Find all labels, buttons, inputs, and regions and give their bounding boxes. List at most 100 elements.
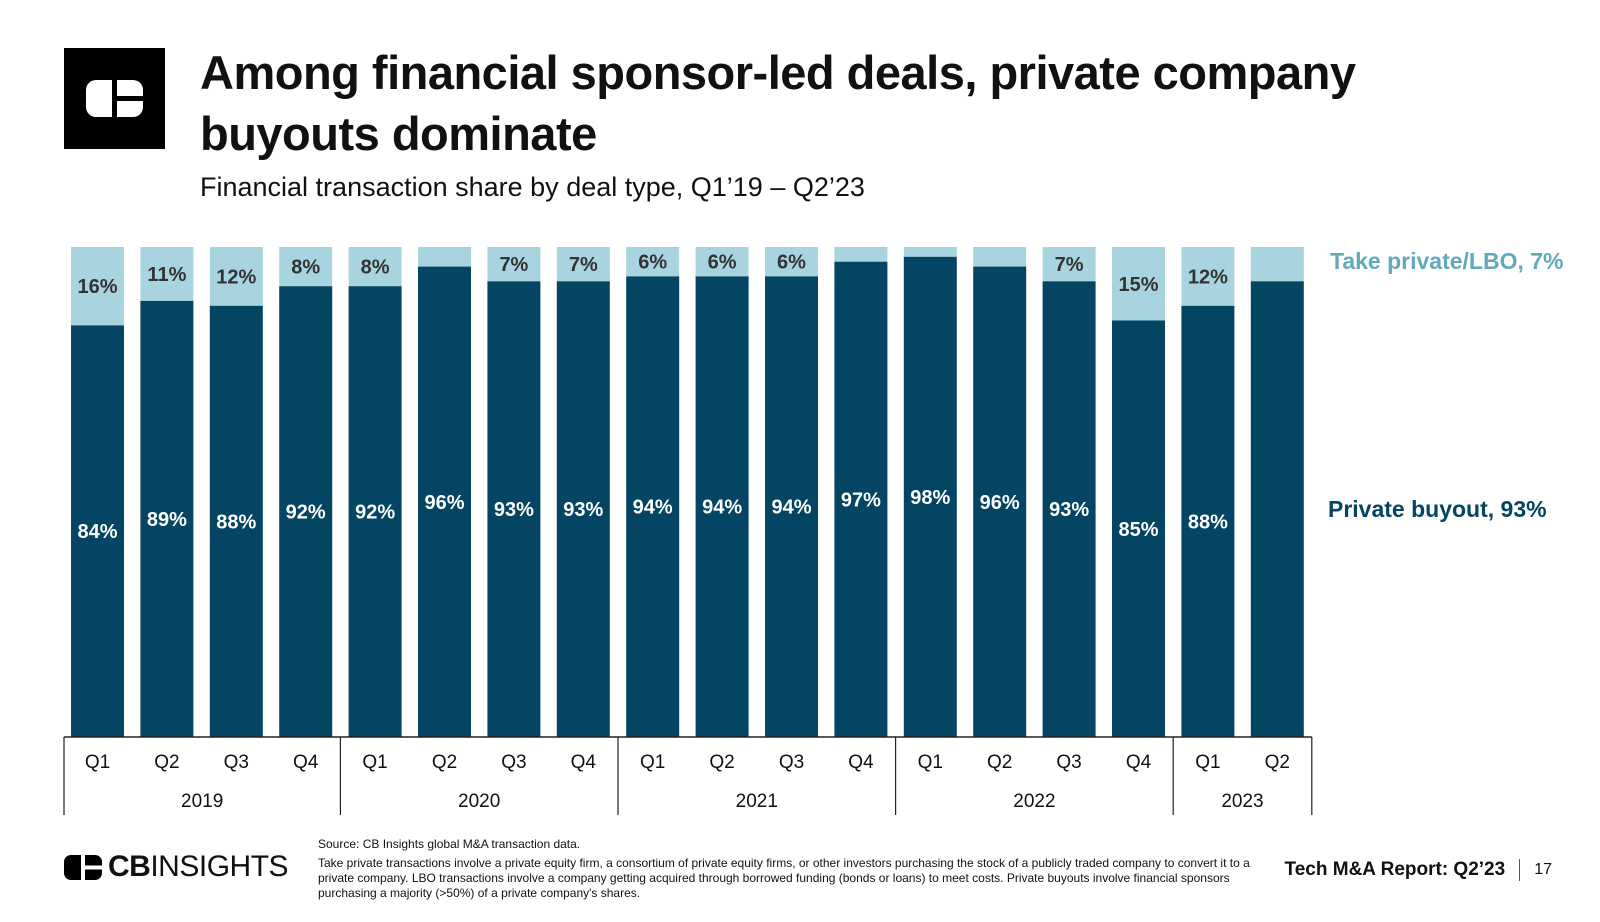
data-label-private-buyout: 92% xyxy=(286,502,326,524)
x-tick-label: Q1 xyxy=(640,752,665,773)
bar-take-private xyxy=(834,247,888,262)
x-tick-label: Q1 xyxy=(362,752,387,773)
brand-light: INSIGHTS xyxy=(150,850,289,883)
bar-private-buyout xyxy=(834,261,888,737)
data-label-private-buyout: 96% xyxy=(980,492,1020,514)
bar-private-buyout xyxy=(903,256,957,737)
bar-take-private xyxy=(765,247,818,277)
data-label-take-private: 7% xyxy=(499,254,528,276)
data-label-private-buyout: 94% xyxy=(633,497,673,519)
report-footer: Tech M&A Report: Q2’23 17 xyxy=(1285,859,1552,881)
bar-take-private xyxy=(71,247,124,326)
bar-private-buyout xyxy=(348,286,402,737)
bar-take-private xyxy=(973,247,1027,267)
data-label-take-private: 8% xyxy=(291,257,320,279)
bar-private-buyout xyxy=(418,266,471,737)
data-label-private-buyout: 94% xyxy=(702,497,742,519)
bar-private-buyout xyxy=(1181,305,1235,737)
bar-take-private xyxy=(487,247,541,282)
bar-private-buyout xyxy=(765,276,818,737)
data-label-private-buyout: 88% xyxy=(216,511,256,533)
x-tick-label: Q3 xyxy=(779,752,804,773)
bar-take-private xyxy=(1250,247,1304,282)
bar-private-buyout xyxy=(626,276,680,737)
x-tick-label: Q1 xyxy=(918,752,943,773)
year-label: 2023 xyxy=(1221,791,1263,812)
bar-take-private xyxy=(209,247,263,306)
x-tick-label: Q4 xyxy=(293,752,319,773)
bar-take-private xyxy=(418,247,471,267)
x-tick-label: Q2 xyxy=(987,752,1012,773)
data-label-take-private: 6% xyxy=(708,252,737,274)
data-label-private-buyout: 98% xyxy=(910,487,950,509)
x-tick-label: Q1 xyxy=(1195,752,1220,773)
data-label-take-private: 7% xyxy=(1055,254,1084,276)
stacked-bar-chart: 84% 16% Q1 89% 11% Q2 88% 12% Q3 92% 8% Q4 92% 8% Q1 96… xyxy=(63,247,1313,815)
x-tick-label: Q1 xyxy=(85,752,110,773)
bar-take-private xyxy=(556,247,610,282)
data-label-take-private: 15% xyxy=(1118,274,1158,296)
bar-private-buyout xyxy=(556,281,610,737)
x-tick-label: Q2 xyxy=(154,752,179,773)
bar-private-buyout xyxy=(1042,281,1096,737)
data-label-take-private: 16% xyxy=(77,276,117,298)
data-label-take-private: 7% xyxy=(569,254,598,276)
report-title: Tech M&A Report: Q2’23 xyxy=(1284,859,1506,880)
data-label-private-buyout: 89% xyxy=(147,509,187,531)
x-tick-label: Q4 xyxy=(1126,752,1152,773)
cb-brand-icon xyxy=(64,854,102,880)
data-label-private-buyout: 88% xyxy=(1188,511,1228,533)
bar-take-private xyxy=(140,247,194,301)
brand-wordmark: CBINSIGHTS xyxy=(108,850,289,883)
data-label-take-private: 11% xyxy=(147,264,186,286)
data-label-private-buyout: 96% xyxy=(424,492,464,514)
data-label-private-buyout: 92% xyxy=(355,502,395,524)
legend-take-private-label: Take private/LBO, 7% xyxy=(1330,248,1564,274)
chart-subtitle: Financial transaction share by deal type… xyxy=(200,172,865,202)
data-label-take-private: 6% xyxy=(777,252,806,274)
page-number: 17 xyxy=(1534,861,1552,878)
data-label-private-buyout: 97% xyxy=(841,489,881,511)
footer-divider xyxy=(1519,859,1521,881)
cb-logo-mark xyxy=(64,48,165,149)
bar-take-private xyxy=(1112,247,1165,321)
data-label-private-buyout: 93% xyxy=(563,499,603,521)
data-label-private-buyout: 84% xyxy=(77,521,117,543)
definition-note: Take private transactions involve a priv… xyxy=(318,856,1250,900)
bar-private-buyout xyxy=(695,276,749,737)
x-tick-label: Q4 xyxy=(848,752,874,773)
data-label-take-private: 6% xyxy=(638,252,667,274)
bar-take-private xyxy=(626,247,680,277)
data-label-take-private: 12% xyxy=(1188,266,1228,288)
x-tick-label: Q3 xyxy=(501,752,526,773)
bar-take-private xyxy=(1181,247,1235,306)
year-label: 2022 xyxy=(1013,791,1055,812)
x-tick-label: Q3 xyxy=(224,752,249,773)
source-text: Source: CB Insights global M&A transacti… xyxy=(318,837,581,851)
bar-take-private xyxy=(348,247,402,287)
bar-private-buyout xyxy=(209,305,263,737)
x-tick-label: Q2 xyxy=(432,752,457,773)
bar-private-buyout xyxy=(140,300,194,737)
brand-bold: CB xyxy=(108,850,151,883)
cb-insights-brand: CBINSIGHTS xyxy=(64,850,289,883)
data-label-private-buyout: 94% xyxy=(771,497,811,519)
cb-logo-icon xyxy=(86,80,143,117)
bar-take-private xyxy=(1042,247,1096,282)
bar-private-buyout xyxy=(1250,281,1304,737)
bar-private-buyout xyxy=(1112,320,1165,737)
bar-take-private xyxy=(903,247,957,257)
year-label: 2019 xyxy=(181,791,223,812)
legend-private-buyout-label: Private buyout, 93% xyxy=(1328,496,1547,522)
x-tick-label: Q2 xyxy=(1265,752,1290,773)
data-label-private-buyout: 93% xyxy=(494,499,534,521)
year-label: 2021 xyxy=(736,791,778,812)
source-notes: Source: CB Insights global M&A transacti… xyxy=(318,837,1258,901)
bar-take-private xyxy=(279,247,333,287)
x-tick-label: Q2 xyxy=(709,752,734,773)
x-tick-label: Q3 xyxy=(1056,752,1081,773)
data-label-private-buyout: 85% xyxy=(1118,519,1158,541)
data-label-take-private: 12% xyxy=(216,266,256,288)
data-label-private-buyout: 93% xyxy=(1049,499,1089,521)
bar-take-private xyxy=(695,247,749,277)
